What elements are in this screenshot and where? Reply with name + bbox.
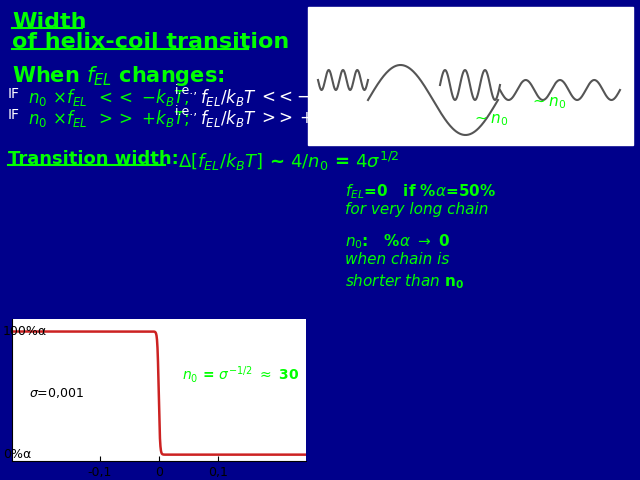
Text: i.e.,: i.e., <box>175 105 198 118</box>
Text: stable helix: stable helix <box>348 87 444 105</box>
Text: When $f_{EL}$ changes:: When $f_{EL}$ changes: <box>12 64 225 88</box>
FancyBboxPatch shape <box>308 7 633 145</box>
Text: of helix-coil transition: of helix-coil transition <box>12 32 289 52</box>
Text: IF: IF <box>8 108 20 122</box>
Text: $<\!< -1/n_0$:: $<\!< -1/n_0$: <box>258 87 351 107</box>
Text: $\sim n_0$: $\sim n_0$ <box>472 112 509 128</box>
Text: 100%α: 100%α <box>3 325 47 338</box>
Text: 0%α: 0%α <box>3 448 31 461</box>
Text: Transition width:: Transition width: <box>8 150 179 168</box>
Text: $n_0$ $\times$$f_{EL}$: $n_0$ $\times$$f_{EL}$ <box>28 108 87 129</box>
Text: $\sigma$=0,001: $\sigma$=0,001 <box>29 386 84 400</box>
Text: $f_{EL}/k_B$$T$: $f_{EL}/k_B$$T$ <box>200 108 257 129</box>
Text: $<<$ $-k_B$$T,$: $<<$ $-k_B$$T,$ <box>95 87 189 108</box>
Text: for very long chain: for very long chain <box>345 202 488 217</box>
Text: $\mathbf{un}$stable helix,: $\mathbf{un}$stable helix, <box>348 108 473 128</box>
Text: shorter than $\mathbf{n_0}$: shorter than $\mathbf{n_0}$ <box>345 272 464 291</box>
Text: $\Delta[f_{EL}/k_B T]$ ~ $4/n_0$ = $4\sigma^{1/2}$: $\Delta[f_{EL}/k_B T]$ ~ $4/n_0$ = $4\si… <box>178 150 400 173</box>
Text: $n_0$ $\times$$f_{EL}$: $n_0$ $\times$$f_{EL}$ <box>28 87 87 108</box>
Text: IF: IF <box>8 87 20 101</box>
Text: when chain is: when chain is <box>345 252 449 267</box>
Text: stable coil: stable coil <box>348 127 433 145</box>
Text: $>>$ $+k_B$$T;$: $>>$ $+k_B$$T;$ <box>95 108 189 129</box>
Text: $f_{EL}/k_B$$T$: $f_{EL}/k_B$$T$ <box>200 87 257 108</box>
Text: $f_{EL}$=0   if %$\alpha$=50%: $f_{EL}$=0 if %$\alpha$=50% <box>345 182 496 201</box>
Text: i.e.,: i.e., <box>175 84 198 97</box>
Text: Width: Width <box>12 12 86 32</box>
Text: $n_0$ = $\sigma^{-1/2}$ $\approx$ 30: $n_0$ = $\sigma^{-1/2}$ $\approx$ 30 <box>182 364 300 385</box>
Text: $>\!> +1/n_0$:: $>\!> +1/n_0$: <box>258 108 357 128</box>
Text: $n_0$:   %$\alpha$ $\rightarrow$ 0: $n_0$: %$\alpha$ $\rightarrow$ 0 <box>345 232 451 251</box>
Text: $\sim n_0$: $\sim n_0$ <box>530 95 566 111</box>
